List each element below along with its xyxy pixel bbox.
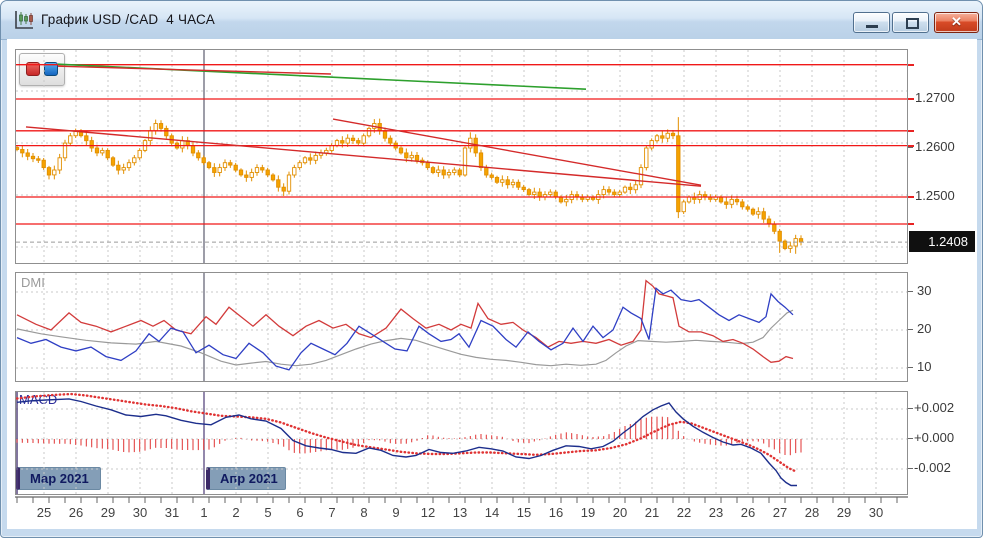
- adx-line: [16, 309, 794, 367]
- minimize-icon: [866, 25, 878, 28]
- x-axis-label: 21: [644, 505, 660, 520]
- level-axis-tick: [908, 129, 914, 132]
- x-axis-label: 20: [612, 505, 628, 520]
- toolbar-blue-button[interactable]: [44, 62, 58, 76]
- x-axis-label: 9: [392, 505, 400, 520]
- x-axis-label: 7: [328, 505, 336, 520]
- x-axis-label: 30: [132, 505, 148, 520]
- macd-axis-label: +0.000: [914, 430, 955, 445]
- chart-toolbar: [19, 53, 65, 86]
- x-axis-label: 5: [264, 505, 272, 520]
- level-axis-tick: [908, 196, 914, 198]
- titlebar[interactable]: График USD /CAD 4 ЧАСА ✕: [1, 1, 982, 40]
- x-axis-label: 23: [708, 505, 724, 520]
- grid: [43, 50, 877, 263]
- price-panel[interactable]: [15, 49, 908, 264]
- x-axis-label: 13: [452, 505, 468, 520]
- x-axis-label: 1: [200, 505, 208, 520]
- trendlines: [25, 63, 702, 187]
- x-axis-label: 26: [740, 505, 756, 520]
- dmi-axis-tick: [908, 367, 913, 368]
- x-axis-label: 31: [164, 505, 180, 520]
- macd-axis-label: +0.002: [914, 400, 955, 415]
- dmi-panel-title: DMI: [21, 275, 45, 290]
- x-axis-label: 16: [548, 505, 564, 520]
- month-badge-apr: Апр 2021: [206, 467, 286, 490]
- x-axis-label: 26: [68, 505, 84, 520]
- month-badge-mar: Мар 2021: [16, 467, 101, 490]
- macd-axis-tick: [908, 438, 913, 439]
- x-axis-label: 30: [868, 505, 884, 520]
- x-axis-label: 22: [676, 505, 692, 520]
- macd-line: [16, 398, 797, 487]
- x-axis-label: 27: [772, 505, 788, 520]
- dmi-panel[interactable]: [15, 272, 908, 382]
- x-axis-label: 12: [420, 505, 436, 520]
- x-axis-label: 28: [804, 505, 820, 520]
- x-axis-label: 8: [360, 505, 368, 520]
- macd-axis-tick: [908, 468, 913, 469]
- x-axis-label: 2: [232, 505, 240, 520]
- level-axis-tick: [908, 98, 914, 100]
- price-axis-tick: [908, 147, 913, 148]
- di-minus-line: [16, 286, 794, 371]
- macd-axis-label: -0.002: [914, 460, 951, 475]
- current-price-badge: 1.2408: [909, 231, 975, 252]
- x-axis-label: 6: [296, 505, 304, 520]
- x-axis-ticks: [15, 496, 908, 503]
- dmi-axis-tick: [908, 291, 913, 292]
- candlestick-chart-icon: [15, 11, 33, 29]
- price-axis-label: 1.2500: [915, 188, 955, 203]
- level-axis-tick: [908, 222, 914, 225]
- maximize-icon: [906, 18, 919, 29]
- dmi-axis-label: 10: [917, 359, 932, 374]
- x-axis-label: 15: [516, 505, 532, 520]
- x-axis-label: 19: [580, 505, 596, 520]
- close-button[interactable]: ✕: [934, 12, 979, 33]
- level-axis-tick: [908, 144, 914, 147]
- x-axis-label: 14: [484, 505, 500, 520]
- macd-panel[interactable]: [15, 391, 908, 495]
- maximize-button[interactable]: [892, 12, 929, 33]
- macd-signal-line: [15, 392, 799, 474]
- window-title: График USD /CAD 4 ЧАСА: [41, 12, 215, 27]
- price-axis-label: 1.2700: [915, 90, 955, 105]
- minimize-button[interactable]: [853, 12, 890, 33]
- price-axis-label: 1.2600: [915, 139, 955, 154]
- support-resistance-levels: [16, 64, 907, 225]
- x-axis-label: 25: [36, 505, 52, 520]
- close-icon: ✕: [951, 14, 962, 29]
- grid: [43, 273, 877, 381]
- dmi-axis-label: 30: [917, 283, 932, 298]
- toolbar-red-button[interactable]: [26, 62, 40, 76]
- dmi-axis-label: 20: [917, 321, 932, 336]
- candlestick-series: [15, 117, 804, 254]
- level-axis-tick: [908, 63, 914, 66]
- x-axis-label: 29: [100, 505, 116, 520]
- x-axis-label: 29: [836, 505, 852, 520]
- macd-histogram: [16, 416, 802, 456]
- dmi-axis-tick: [908, 329, 913, 330]
- macd-axis-tick: [908, 408, 913, 409]
